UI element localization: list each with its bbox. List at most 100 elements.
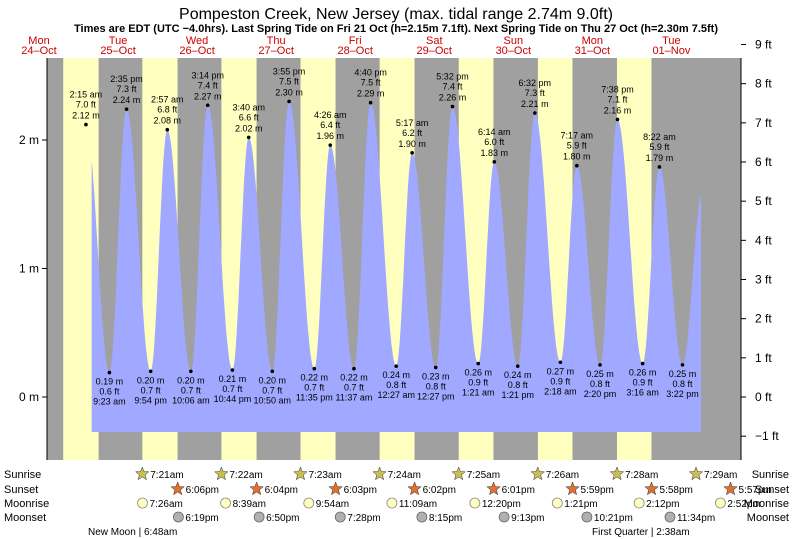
- moonrise-time: 11:09am: [399, 499, 437, 510]
- moonset-time: 10:21pm: [594, 513, 633, 524]
- moonrise-time: 2:12pm: [646, 499, 679, 510]
- high-m: 2.12 m: [72, 111, 100, 121]
- moonset-row-label-right: Moonset: [747, 512, 789, 524]
- high-ft: 6.6 ft: [239, 112, 260, 122]
- high-m: 1.96 m: [317, 131, 345, 141]
- extreme-dot: [433, 365, 438, 370]
- sunrise-row-label-right: Sunrise: [752, 469, 789, 481]
- high-time: 8:22 am: [643, 132, 676, 142]
- extreme-dot: [246, 135, 251, 140]
- high-time: 6:14 am: [478, 127, 511, 137]
- new-moon-label: New Moon | 6:48am: [88, 527, 177, 538]
- moonset-time: 8:15pm: [429, 513, 462, 524]
- extreme-dot: [476, 361, 481, 366]
- extreme-dot: [124, 107, 129, 111]
- moonrise-icon: [220, 497, 231, 509]
- moonset-icon: [498, 511, 510, 523]
- day-date: 30–Oct: [496, 45, 531, 57]
- tide-extremes: 2:15 am7.0 ft2.12 m 0.19 m0.6 ft9:23 am 2:…: [70, 66, 699, 406]
- extreme-dot: [533, 111, 537, 115]
- sunrise-icon: [451, 466, 466, 481]
- extreme-dot: [515, 364, 520, 368]
- high-time: 5:32 pm: [436, 72, 469, 82]
- day-name: Sat: [426, 35, 443, 47]
- extreme-dot: [165, 127, 170, 132]
- day-name: Wed: [186, 35, 208, 47]
- extreme-dot: [680, 363, 685, 367]
- extreme-dot: [230, 368, 235, 372]
- low-time: 11:35 pm: [296, 393, 333, 403]
- sunset-icon: [407, 481, 422, 496]
- day-date: 29–Oct: [417, 45, 452, 57]
- moonset-icon: [253, 511, 265, 523]
- low-m: 0.19 m: [96, 377, 124, 387]
- low-m: 0.24 m: [382, 370, 410, 380]
- low-ft: 0.7 ft: [304, 383, 325, 393]
- first-quarter-label: First Quarter | 2:38am: [592, 527, 690, 538]
- low-ft: 0.7 ft: [262, 385, 283, 395]
- high-time: 4:40 pm: [354, 68, 387, 78]
- low-time: 1:21 pm: [501, 390, 534, 400]
- sunrise-time: 7:22am: [229, 470, 262, 481]
- day-name: Mon: [28, 35, 49, 47]
- sunset-icon: [170, 481, 185, 496]
- low-ft: 0.9 ft: [468, 378, 489, 388]
- low-time: 12:27 am: [377, 390, 415, 400]
- moonset-time: 6:50pm: [266, 513, 299, 524]
- sunset-icon: [486, 481, 501, 496]
- low-m: 0.22 m: [301, 373, 329, 383]
- day-name: Mon: [582, 35, 603, 47]
- moonset-icon: [581, 511, 593, 523]
- moonrise-icon: [303, 497, 315, 509]
- right-tick-label: 2 ft: [755, 312, 772, 326]
- low-ft: 0.8 ft: [672, 379, 693, 389]
- day-date: 31–Oct: [575, 45, 610, 57]
- high-ft: 6.0 ft: [484, 137, 505, 147]
- moonrise-time: 7:26am: [150, 499, 183, 510]
- extreme-dot: [598, 363, 602, 367]
- sunset-icon: [644, 481, 659, 496]
- high-time: 3:40 am: [232, 102, 265, 112]
- low-time: 10:44 pm: [214, 394, 252, 404]
- high-time: 4:26 am: [314, 110, 347, 120]
- right-tick-label: −1 ft: [755, 429, 779, 443]
- high-m: 2.29 m: [357, 89, 385, 99]
- sunrise-time: 7:28am: [625, 470, 658, 481]
- moonrise-icon: [469, 497, 481, 509]
- high-time: 2:35 pm: [110, 74, 143, 84]
- low-m: 0.25 m: [586, 369, 614, 379]
- extreme-dot: [492, 160, 497, 164]
- high-m: 2.16 m: [604, 105, 632, 115]
- extreme-dot: [107, 370, 112, 375]
- right-tick-label: 6 ft: [755, 155, 772, 169]
- moonset-time: 11:34pm: [677, 513, 715, 524]
- extreme-dot: [148, 369, 153, 374]
- high-m: 2.24 m: [113, 95, 141, 105]
- extreme-dot: [575, 163, 579, 168]
- left-tick-label: 0 m: [19, 390, 39, 404]
- low-time: 2:20 pm: [584, 389, 617, 399]
- day-name: Tue: [662, 35, 681, 47]
- moonrise-row-label-right: Moonrise: [744, 498, 789, 510]
- day-date: 27–Oct: [258, 45, 293, 57]
- moonrise-time: 12:20pm: [482, 499, 521, 510]
- day-date: 26–Oct: [179, 45, 214, 57]
- left-tick-label: 2 m: [19, 133, 39, 147]
- day-date: 24–Oct: [21, 45, 56, 57]
- sunrise-icon: [372, 466, 387, 481]
- low-ft: 0.9 ft: [633, 378, 654, 388]
- low-m: 0.25 m: [669, 369, 697, 379]
- sunrise-icon: [134, 466, 150, 481]
- high-ft: 5.9 ft: [567, 141, 588, 151]
- low-ft: 0.8 ft: [386, 380, 407, 390]
- low-ft: 0.9 ft: [550, 376, 571, 386]
- low-time: 11:37 am: [336, 393, 373, 403]
- high-time: 7:38 pm: [601, 84, 634, 94]
- high-time: 2:57 am: [151, 95, 184, 105]
- high-time: 6:32 pm: [519, 78, 552, 88]
- low-time: 9:54 pm: [134, 395, 167, 405]
- extreme-dot: [615, 117, 620, 122]
- extreme-dot: [287, 99, 291, 104]
- moonrise-time: 9:54am: [316, 499, 349, 510]
